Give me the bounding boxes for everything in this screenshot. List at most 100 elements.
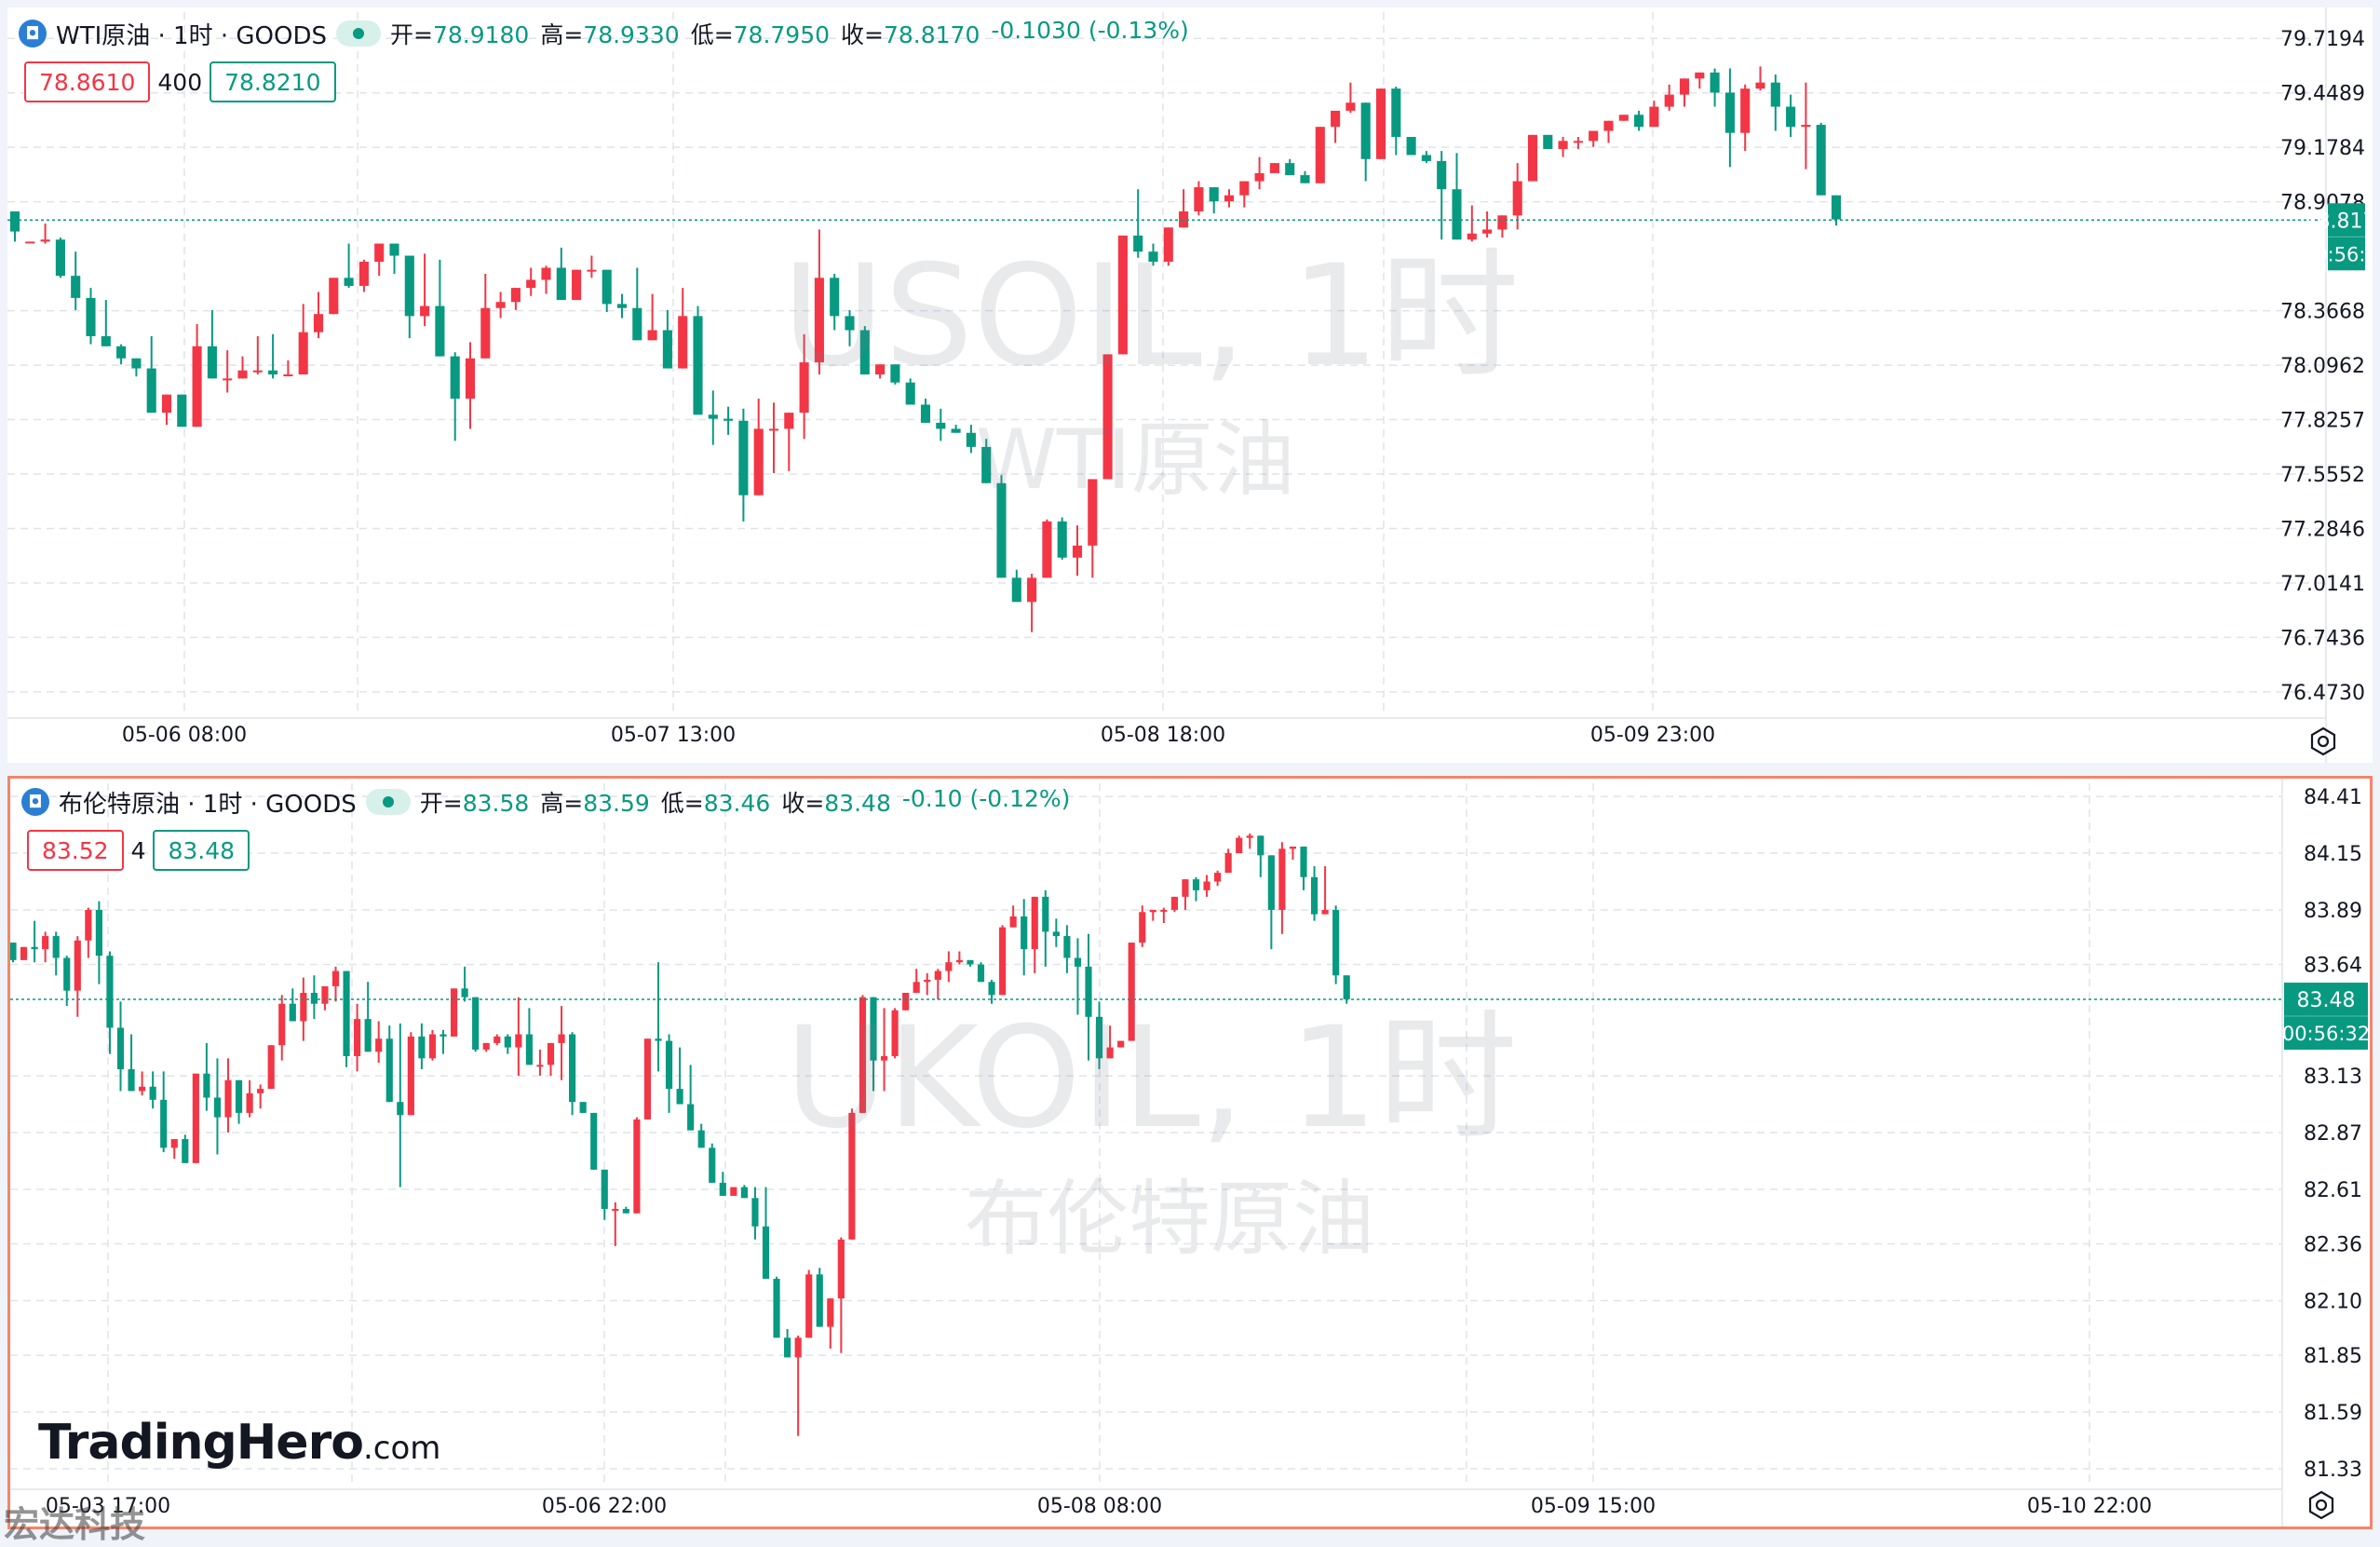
candle [805,1269,813,1338]
candle [313,292,324,339]
candle [1267,855,1275,950]
wti-ask-button[interactable]: 78.8210 [210,61,336,102]
x-tick-label: 05-09 23:00 [1590,724,1715,747]
brent-symbol-title[interactable]: 布伦特原油 · 1时 · GOODS [59,790,357,819]
ohlc-value: 78.8170 [883,21,980,48]
wti-watermark-name: WTI原油 [976,412,1295,508]
candle [177,394,187,427]
candle [1770,75,1780,131]
candle [397,1023,404,1187]
candle-body [1257,835,1264,856]
candle-body [1042,521,1052,578]
candle [52,931,60,976]
candle-body [1310,876,1318,915]
candle-body [1300,846,1307,877]
candle-body [799,362,809,414]
candle-body [374,243,385,263]
market-status-dot-icon[interactable] [336,20,381,47]
candle-body [101,335,111,346]
candle-body [837,1239,845,1299]
candle [1406,137,1416,156]
candle-body [149,1086,156,1100]
brent-candlestick-chart[interactable]: 84.41 84.15 83.89 83.64 83.48 83.13 82.87 82.61… [10,779,2370,1527]
candle-body [1740,88,1751,133]
brent-chart-pane[interactable]: 84.41 84.15 83.89 83.64 83.48 83.13 82.87 82.61… [7,776,2373,1529]
y-tick-label: 78.0962 [2280,355,2365,378]
candle [116,1001,125,1092]
chart-settings-gear-icon[interactable] [2307,726,2339,757]
candle-body [85,909,92,941]
candle-body [420,305,430,317]
candle [1558,137,1568,157]
candle [977,962,985,983]
candle-body [1267,855,1275,910]
wti-symbol-title[interactable]: WTI原油 · 1时 · GOODS [56,21,327,50]
brent-ask-button[interactable]: 83.48 [153,830,250,871]
chart-settings-gear-icon[interactable] [2306,1489,2337,1521]
candle-body [890,364,900,383]
candle-body [816,1274,823,1327]
candle-body [547,1042,555,1065]
candle [799,333,809,440]
ohlc-value: -0.10 (-0.12%) [901,785,1071,812]
candle [981,439,992,483]
y-tick-label: 77.2846 [2280,518,2365,541]
candle-body [1254,172,1264,182]
x-tick-label: 05-08 08:00 [1037,1495,1162,1518]
wti-ohlc-values: 开=78.9180 高=78.9330 低=78.7950 收=78.8170 -0.1… [390,17,1189,50]
candle [439,1029,447,1054]
candle [461,966,468,1002]
ohlc-item: 开=83.58 [420,785,530,819]
candle-body [343,970,350,1056]
candle-body [515,1034,522,1048]
candle-body [612,1209,619,1212]
candle-body [385,1038,393,1103]
candle-body [536,1065,544,1067]
candle [321,985,329,1011]
candle-body [1278,848,1286,910]
candle [1755,66,1765,91]
candle [1786,94,1796,138]
wti-watermark-symbol: USOIL, 1时 [782,236,1520,398]
candle [905,378,915,405]
last-price-tag [2284,983,2368,1051]
candle [1148,243,1158,266]
candle-body [1321,909,1329,915]
candle-body [945,962,953,971]
symbol-icon[interactable]: ◘ [21,788,49,816]
candle [848,1108,856,1240]
market-status-dot-icon[interactable] [365,789,411,815]
candle-body [428,1034,437,1059]
candle [252,335,263,375]
candle [740,1185,748,1199]
candle [374,243,385,277]
wti-chart-pane[interactable]: 79.7194 79.4489 79.1784 78.9078 78.3668 78.09… [7,7,2373,763]
candle [870,997,877,1092]
candle-body [1375,88,1386,159]
candle [891,1008,899,1059]
candle [237,356,248,379]
candle [1139,905,1146,947]
candle-body [9,210,20,232]
candle [693,305,703,415]
ohlc-value: 83.46 [703,790,771,817]
candle [1321,866,1329,915]
candle [751,1187,759,1240]
candle [1482,210,1493,238]
brent-bid-button[interactable]: 83.52 [27,830,124,871]
candle-body [213,1097,222,1118]
wti-candlestick-chart[interactable]: 79.719479.448979.178478.907878.366878.09… [7,7,2373,763]
candle [830,273,840,331]
wti-bid-button[interactable]: 78.8610 [24,61,151,102]
candle-body [1831,195,1842,220]
symbol-icon[interactable]: ◘ [19,20,47,47]
last-price-label: 78.8170 [2305,210,2373,233]
candle [1052,918,1060,947]
candle-body [237,370,248,379]
candle [996,475,1007,578]
y-tick-label: 79.1784 [2280,137,2365,160]
candle [655,962,662,1072]
candle [20,946,28,960]
candle-body [1482,229,1493,234]
candle-body [1679,78,1690,95]
